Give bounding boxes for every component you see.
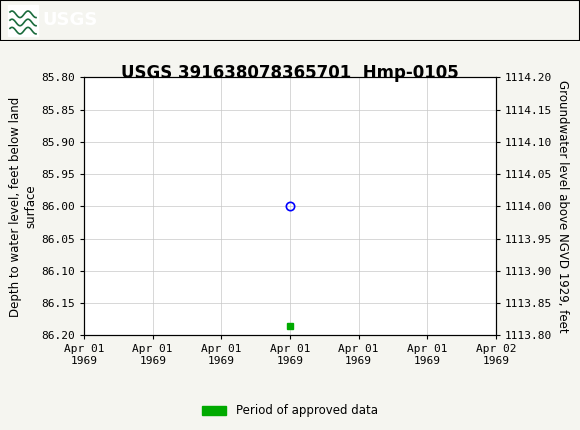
Y-axis label: Groundwater level above NGVD 1929, feet: Groundwater level above NGVD 1929, feet — [556, 80, 570, 333]
Y-axis label: Depth to water level, feet below land
surface: Depth to water level, feet below land su… — [9, 96, 37, 316]
Legend: Period of approved data: Period of approved data — [198, 399, 382, 422]
Text: USGS 391638078365701  Hmp-0105: USGS 391638078365701 Hmp-0105 — [121, 64, 459, 83]
Text: USGS: USGS — [42, 12, 97, 29]
FancyBboxPatch shape — [8, 5, 38, 36]
